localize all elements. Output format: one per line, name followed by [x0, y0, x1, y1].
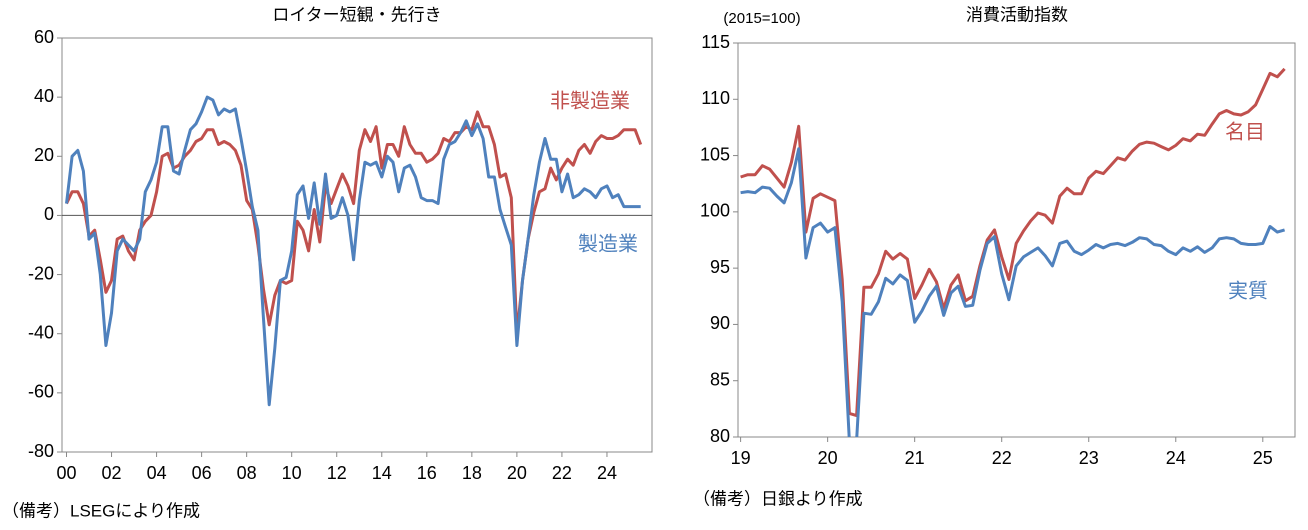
- y-tick-label: 40: [34, 86, 54, 106]
- x-tick-label: 00: [56, 463, 76, 483]
- y-tick-label: -80: [28, 441, 54, 461]
- series-label: 非製造業: [550, 89, 630, 112]
- x-tick-label: 19: [731, 448, 751, 468]
- x-tick-label: 21: [905, 448, 925, 468]
- x-tick-label: 24: [597, 463, 617, 483]
- x-tick-label: 22: [552, 463, 572, 483]
- y-tick-label: -60: [28, 382, 54, 402]
- series-label: 名目: [1225, 120, 1265, 143]
- y-tick-label: 110: [701, 88, 730, 108]
- x-tick-label: 20: [818, 448, 838, 468]
- y-tick-label: 100: [700, 201, 730, 221]
- x-tick-label: 14: [372, 463, 392, 483]
- note: （備考）LSEGにより作成: [2, 501, 200, 520]
- y-axis-label: (2015=100): [723, 10, 800, 27]
- x-tick-label: 16: [417, 463, 437, 483]
- y-tick-label: 60: [34, 27, 54, 47]
- series-line: [65, 95, 641, 407]
- x-tick-label: 25: [1253, 448, 1273, 468]
- series-label: 実質: [1228, 279, 1268, 302]
- y-tick-label: -20: [28, 263, 54, 283]
- y-tick-label: 85: [710, 369, 730, 389]
- x-tick-label: 06: [192, 463, 212, 483]
- y-tick-label: 95: [710, 257, 730, 277]
- x-tick-label: 12: [327, 463, 347, 483]
- y-tick-label: 90: [710, 313, 730, 333]
- x-tick-label: 22: [992, 448, 1012, 468]
- y-tick-label: 80: [710, 426, 730, 446]
- x-tick-label: 20: [507, 463, 527, 483]
- chart-title: 消費活動指数: [966, 5, 1068, 24]
- series-line: [740, 67, 1286, 418]
- plot-frame: [61, 37, 653, 453]
- series-line: [740, 147, 1286, 437]
- y-tick-label: 20: [34, 145, 54, 165]
- x-tick-label: 18: [462, 463, 482, 483]
- y-tick-label: -40: [28, 322, 54, 342]
- series-label: 製造業: [578, 232, 638, 255]
- note: （備考）日銀より作成: [693, 489, 863, 508]
- y-tick-label: 105: [700, 144, 730, 164]
- x-tick-label: 10: [282, 463, 302, 483]
- x-tick-label: 24: [1166, 448, 1186, 468]
- x-tick-label: 02: [102, 463, 122, 483]
- x-tick-label: 04: [147, 463, 167, 483]
- x-tick-label: 23: [1079, 448, 1099, 468]
- y-tick-label: 0: [44, 204, 54, 224]
- chart-title: ロイター短観・先行き: [272, 5, 441, 24]
- series-line: [65, 110, 643, 336]
- plot-frame: [737, 42, 1296, 438]
- y-tick-label: 115: [701, 32, 730, 52]
- x-tick-label: 08: [237, 463, 257, 483]
